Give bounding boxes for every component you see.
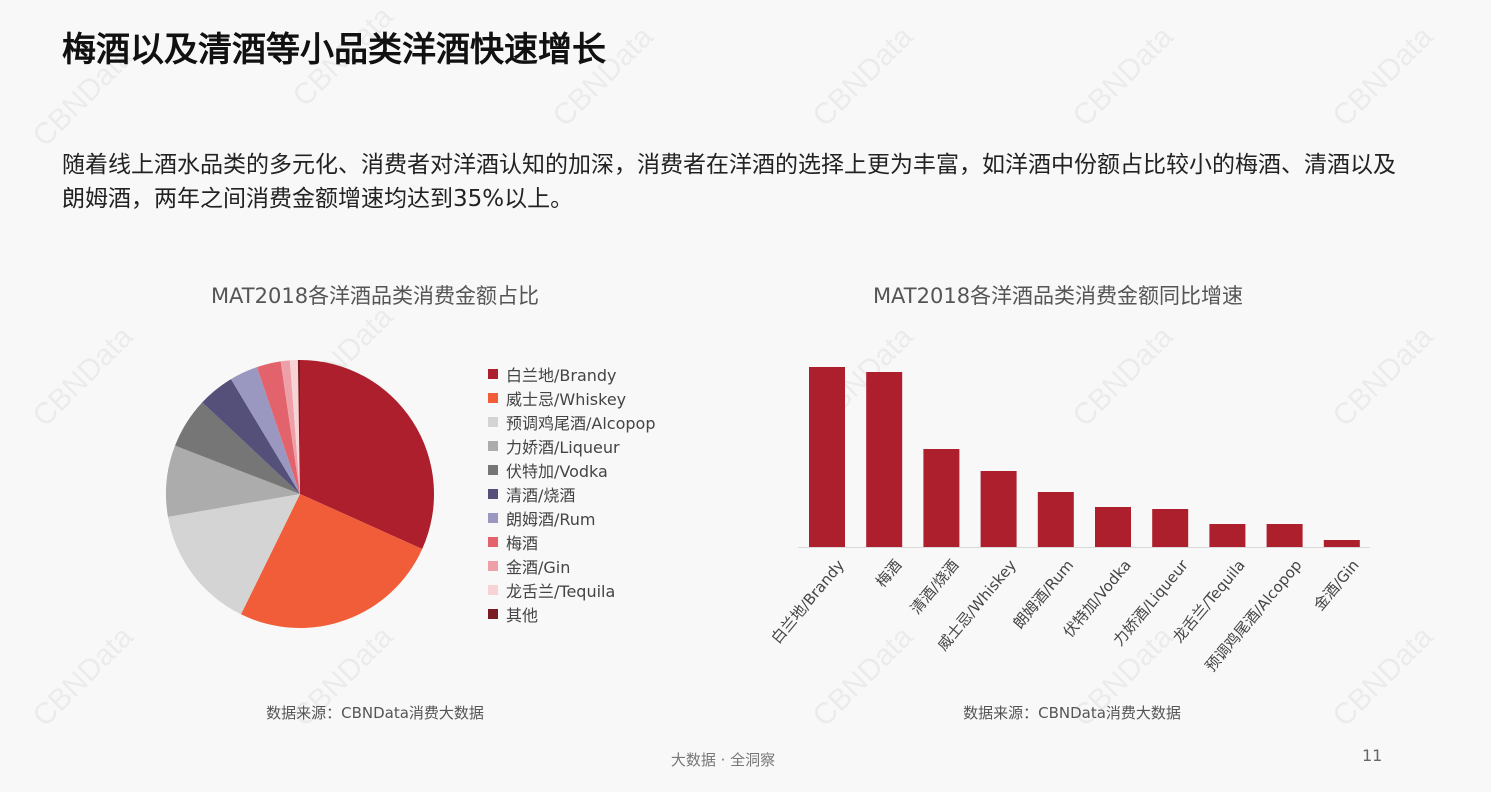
bar	[1266, 524, 1303, 547]
bar	[1152, 509, 1189, 547]
legend-swatch	[488, 417, 498, 427]
intro-text: 随着线上酒水品类的多元化、消费者对洋酒认知的加深，消费者在洋酒的选择上更为丰富，…	[62, 152, 1396, 212]
watermark: CBNData	[1066, 20, 1180, 134]
pie-slice	[202, 379, 300, 494]
watermark: CBNData	[1326, 20, 1440, 134]
pie-slice	[256, 361, 300, 494]
legend-label: 金酒/Gin	[506, 558, 571, 577]
footer-slogan: 大数据 · 全洞察	[670, 751, 776, 769]
pie-legend: 白兰地/Brandy 威士忌/Whiskey 预调鸡尾酒/Alcopop 力娇酒/Li…	[488, 362, 655, 626]
x-tick-label: 梅酒	[872, 556, 906, 591]
legend-swatch	[488, 393, 498, 403]
legend-item: 威士忌/Whiskey	[488, 386, 655, 410]
bar-chart	[798, 367, 1370, 548]
legend-item: 伏特加/Vodka	[488, 458, 655, 482]
bar	[809, 367, 845, 547]
legend-swatch	[488, 537, 498, 547]
pie-slice	[231, 367, 300, 494]
x-tick-label: 金酒/Gin	[1310, 556, 1364, 615]
legend-item: 其他	[488, 602, 655, 626]
pie-slice	[280, 360, 300, 494]
pie-slice	[175, 402, 300, 494]
watermark: CBNData	[806, 20, 920, 134]
legend-label: 清酒/烧酒	[506, 486, 576, 505]
legend-label: 白兰地/Brandy	[506, 366, 617, 385]
bar	[923, 449, 960, 547]
x-tick-label: 白兰地/Brandy	[767, 556, 849, 648]
page-number: 11	[1362, 746, 1383, 765]
bar	[1209, 524, 1246, 547]
legend-item: 预调鸡尾酒/Alcopop	[488, 410, 655, 434]
pie-chart	[166, 360, 434, 628]
legend-item: 清酒/烧酒	[488, 482, 655, 506]
legend-label: 预调鸡尾酒/Alcopop	[506, 414, 656, 433]
legend-label: 梅酒	[506, 534, 539, 553]
bar	[980, 471, 1017, 547]
legend-label: 威士忌/Whiskey	[506, 390, 627, 409]
legend-label: 朗姆酒/Rum	[506, 510, 596, 529]
bar	[1323, 540, 1360, 547]
legend-item: 龙舌兰/Tequila	[488, 578, 655, 602]
legend-item: 梅酒	[488, 530, 655, 554]
legend-swatch	[488, 441, 498, 451]
legend-swatch	[488, 489, 498, 499]
bar	[1095, 507, 1131, 547]
legend-label: 其他	[506, 606, 539, 625]
pie-slice	[289, 360, 300, 494]
x-tick-label: 清酒/烧酒	[907, 556, 963, 618]
legend-item: 金酒/Gin	[488, 554, 655, 578]
legend-swatch	[488, 609, 498, 619]
pie-slice	[166, 445, 300, 517]
pie-slice	[240, 494, 423, 628]
legend-label: 伏特加/Vodka	[506, 462, 608, 481]
legend-swatch	[488, 585, 498, 595]
legend-swatch	[488, 465, 498, 475]
pie-slice	[300, 360, 434, 550]
legend-item: 力娇酒/Liqueur	[488, 434, 655, 458]
legend-swatch	[488, 561, 498, 571]
bar-source: 数据来源：CBNData消费大数据	[963, 704, 1181, 722]
pie-source: 数据来源：CBNData消费大数据	[266, 704, 484, 722]
pie-chart-title: MAT2018各洋酒品类消费金额占比	[210, 284, 540, 308]
bar-chart-title: MAT2018各洋酒品类消费金额同比增速	[872, 284, 1244, 308]
legend-label: 龙舌兰/Tequila	[506, 582, 616, 601]
page-title: 梅酒以及清酒等小品类洋酒快速增长	[62, 30, 606, 70]
legend-swatch	[488, 369, 498, 379]
pie-slice	[167, 494, 300, 615]
bar	[866, 372, 903, 547]
legend-item: 朗姆酒/Rum	[488, 506, 655, 530]
bar	[1037, 492, 1074, 547]
legend-swatch	[488, 513, 498, 523]
watermark: CBNData	[1326, 620, 1440, 734]
legend-item: 白兰地/Brandy	[488, 362, 655, 386]
legend-label: 力娇酒/Liqueur	[506, 438, 620, 457]
pie-slice	[297, 360, 300, 494]
